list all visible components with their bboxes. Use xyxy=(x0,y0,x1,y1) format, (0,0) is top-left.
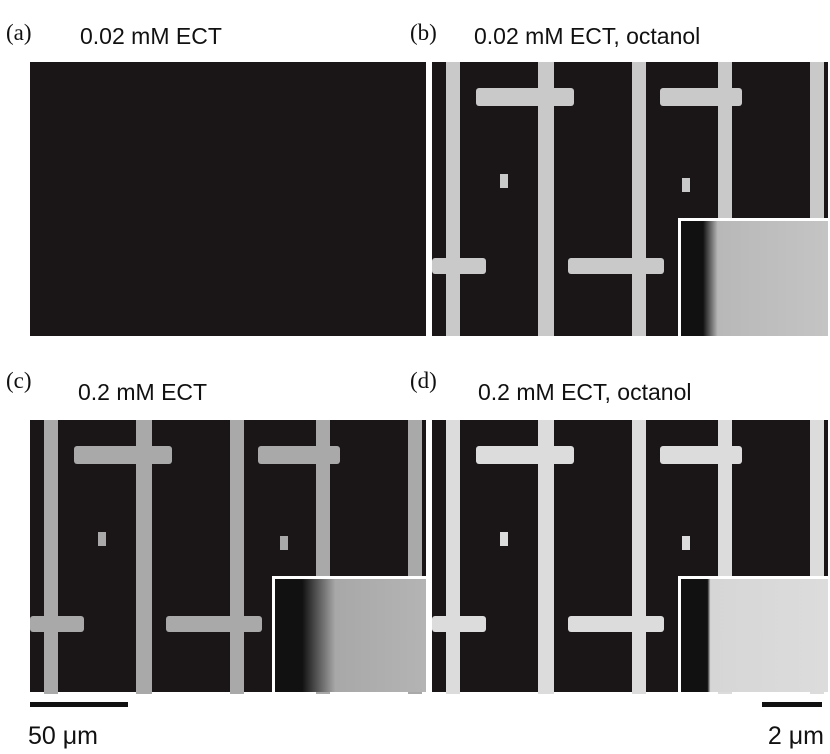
micrograph xyxy=(30,62,426,336)
scale-bar-label: 50 μm xyxy=(28,722,98,750)
panel-title: 0.02 mM ECT xyxy=(80,23,222,49)
panel-title: 0.2 mM ECT xyxy=(78,379,207,405)
micrograph xyxy=(432,420,828,694)
panel-label: (a) xyxy=(6,20,32,45)
figure: (a) 0.02 mM ECT (b) 0.02 mM ECT, octanol… xyxy=(0,0,830,754)
scale-bar xyxy=(762,702,822,707)
page: {"panels": [ {"label": "(a)", "title": "… xyxy=(0,0,830,754)
scale-bar-label: 2 μm xyxy=(768,722,824,750)
micrograph xyxy=(30,420,426,694)
panel-title: 0.2 mM ECT, octanol xyxy=(478,379,691,405)
micrograph xyxy=(432,62,828,336)
panel-title: 0.02 mM ECT, octanol xyxy=(474,23,700,49)
panel-label: (c) xyxy=(6,368,32,393)
panel-label: (b) xyxy=(410,20,437,45)
scale-bar xyxy=(30,702,128,707)
panel-label: (d) xyxy=(410,368,437,393)
